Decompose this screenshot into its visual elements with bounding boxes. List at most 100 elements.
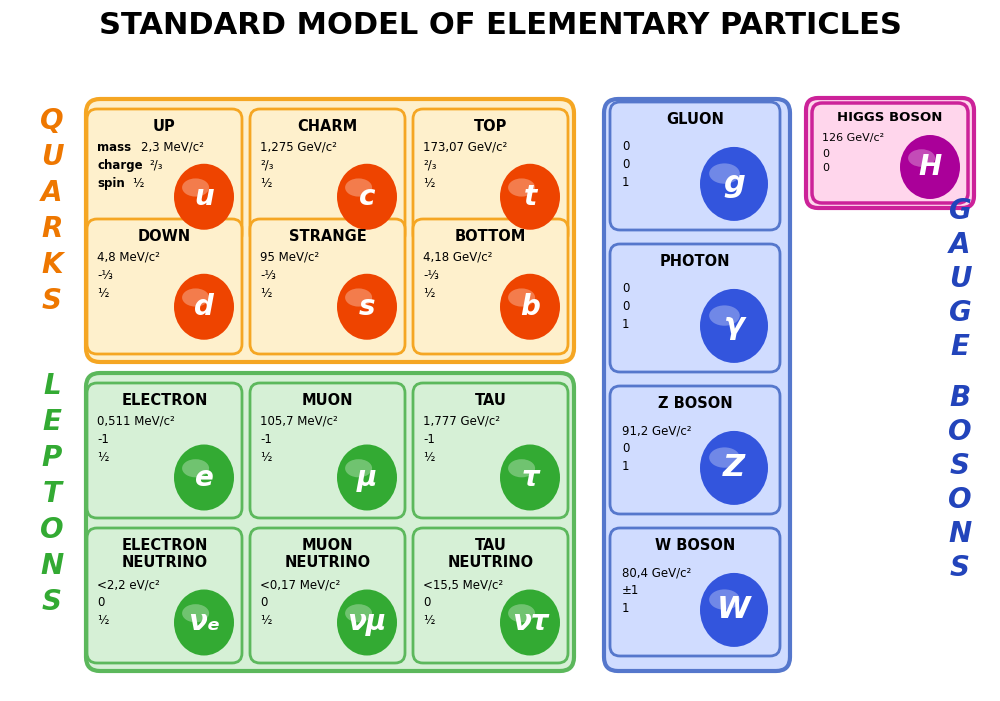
Text: 91,2 GeV/c²: 91,2 GeV/c² <box>622 424 692 437</box>
Ellipse shape <box>508 459 535 477</box>
Text: S: S <box>42 287 62 315</box>
Text: -⅓: -⅓ <box>423 269 439 282</box>
Text: ½: ½ <box>423 177 434 190</box>
Text: 0: 0 <box>622 158 629 171</box>
Text: 0: 0 <box>822 163 829 173</box>
Text: U: U <box>41 143 63 171</box>
Text: GLUON: GLUON <box>666 112 724 127</box>
Text: 4,18 GeV/c²: 4,18 GeV/c² <box>423 251 492 264</box>
FancyBboxPatch shape <box>87 109 242 244</box>
Text: ELECTRON
NEUTRINO: ELECTRON NEUTRINO <box>121 538 208 571</box>
Ellipse shape <box>337 590 397 655</box>
Ellipse shape <box>709 447 740 468</box>
Ellipse shape <box>182 459 209 477</box>
Text: -1: -1 <box>260 433 272 446</box>
Text: HIGGS BOSON: HIGGS BOSON <box>837 111 943 124</box>
FancyBboxPatch shape <box>250 383 405 518</box>
Ellipse shape <box>508 179 535 196</box>
Text: 1: 1 <box>622 602 630 615</box>
Text: ²/₃: ²/₃ <box>423 159 436 172</box>
Text: 1: 1 <box>622 176 630 189</box>
Text: B: B <box>949 384 971 412</box>
FancyBboxPatch shape <box>87 383 242 518</box>
Ellipse shape <box>500 590 560 655</box>
FancyBboxPatch shape <box>413 109 568 244</box>
Text: H: H <box>918 153 942 181</box>
Ellipse shape <box>500 274 560 340</box>
Ellipse shape <box>709 163 740 184</box>
Ellipse shape <box>182 179 209 196</box>
Text: 1: 1 <box>622 460 630 473</box>
Ellipse shape <box>500 444 560 510</box>
Text: STRANGE: STRANGE <box>289 229 366 244</box>
Text: ½: ½ <box>260 287 271 300</box>
Text: O: O <box>948 486 972 514</box>
Ellipse shape <box>182 288 209 306</box>
Text: TOP: TOP <box>474 119 507 134</box>
Text: ντ: ντ <box>512 608 548 637</box>
Ellipse shape <box>345 179 372 196</box>
Text: ½: ½ <box>260 451 271 464</box>
FancyBboxPatch shape <box>806 98 974 208</box>
Text: -⅓: -⅓ <box>97 269 113 282</box>
Text: g: g <box>723 170 745 198</box>
FancyBboxPatch shape <box>86 99 574 362</box>
Text: b: b <box>520 293 540 321</box>
Ellipse shape <box>700 573 768 647</box>
FancyBboxPatch shape <box>87 528 242 663</box>
FancyBboxPatch shape <box>610 244 780 372</box>
Text: -⅓: -⅓ <box>260 269 276 282</box>
Text: STANDARD MODEL OF ELEMENTARY PARTICLES: STANDARD MODEL OF ELEMENTARY PARTICLES <box>99 11 901 40</box>
Text: t: t <box>523 183 537 211</box>
Text: CHARM: CHARM <box>297 119 358 134</box>
FancyBboxPatch shape <box>610 528 780 656</box>
Text: ½: ½ <box>97 614 108 627</box>
FancyBboxPatch shape <box>413 528 568 663</box>
Text: W BOSON: W BOSON <box>655 538 735 553</box>
Text: DOWN: DOWN <box>138 229 191 244</box>
Ellipse shape <box>174 164 234 230</box>
Text: UP: UP <box>153 119 176 134</box>
Text: 4,8 MeV/c²: 4,8 MeV/c² <box>97 251 160 264</box>
Text: E: E <box>950 333 970 361</box>
FancyBboxPatch shape <box>413 219 568 354</box>
Text: W: W <box>717 595 751 625</box>
FancyBboxPatch shape <box>413 383 568 518</box>
Text: A: A <box>949 231 971 259</box>
Text: <2,2 eV/c²: <2,2 eV/c² <box>97 578 160 591</box>
Text: s: s <box>359 293 375 321</box>
Text: ELECTRON: ELECTRON <box>121 393 208 408</box>
Text: O: O <box>948 418 972 446</box>
Text: μ: μ <box>357 463 377 491</box>
Text: ±1: ±1 <box>622 584 639 597</box>
Text: <0,17 MeV/c²: <0,17 MeV/c² <box>260 578 340 591</box>
Ellipse shape <box>500 164 560 230</box>
Text: γ: γ <box>724 311 744 341</box>
Text: mass: mass <box>97 141 131 154</box>
Text: 2,3 MeV/c²: 2,3 MeV/c² <box>141 141 204 154</box>
Text: τ: τ <box>521 463 539 491</box>
Text: 0: 0 <box>97 596 104 609</box>
Ellipse shape <box>337 274 397 340</box>
Text: P: P <box>42 444 62 472</box>
FancyBboxPatch shape <box>604 99 790 671</box>
Text: c: c <box>359 183 375 211</box>
FancyBboxPatch shape <box>250 219 405 354</box>
Text: 126 GeV/c²: 126 GeV/c² <box>822 133 884 143</box>
Text: 0: 0 <box>822 149 829 159</box>
Ellipse shape <box>508 604 535 622</box>
Text: ²/₃: ²/₃ <box>260 159 274 172</box>
Text: Q: Q <box>40 107 64 135</box>
Text: O: O <box>40 516 64 544</box>
Ellipse shape <box>345 604 372 622</box>
Ellipse shape <box>508 288 535 306</box>
Text: ½: ½ <box>423 287 434 300</box>
Text: -1: -1 <box>97 433 109 446</box>
Ellipse shape <box>700 147 768 221</box>
Ellipse shape <box>182 604 209 622</box>
Text: 0: 0 <box>423 596 430 609</box>
Text: 0: 0 <box>622 300 629 313</box>
Text: d: d <box>194 293 214 321</box>
Text: 0: 0 <box>622 442 629 455</box>
FancyBboxPatch shape <box>610 102 780 230</box>
